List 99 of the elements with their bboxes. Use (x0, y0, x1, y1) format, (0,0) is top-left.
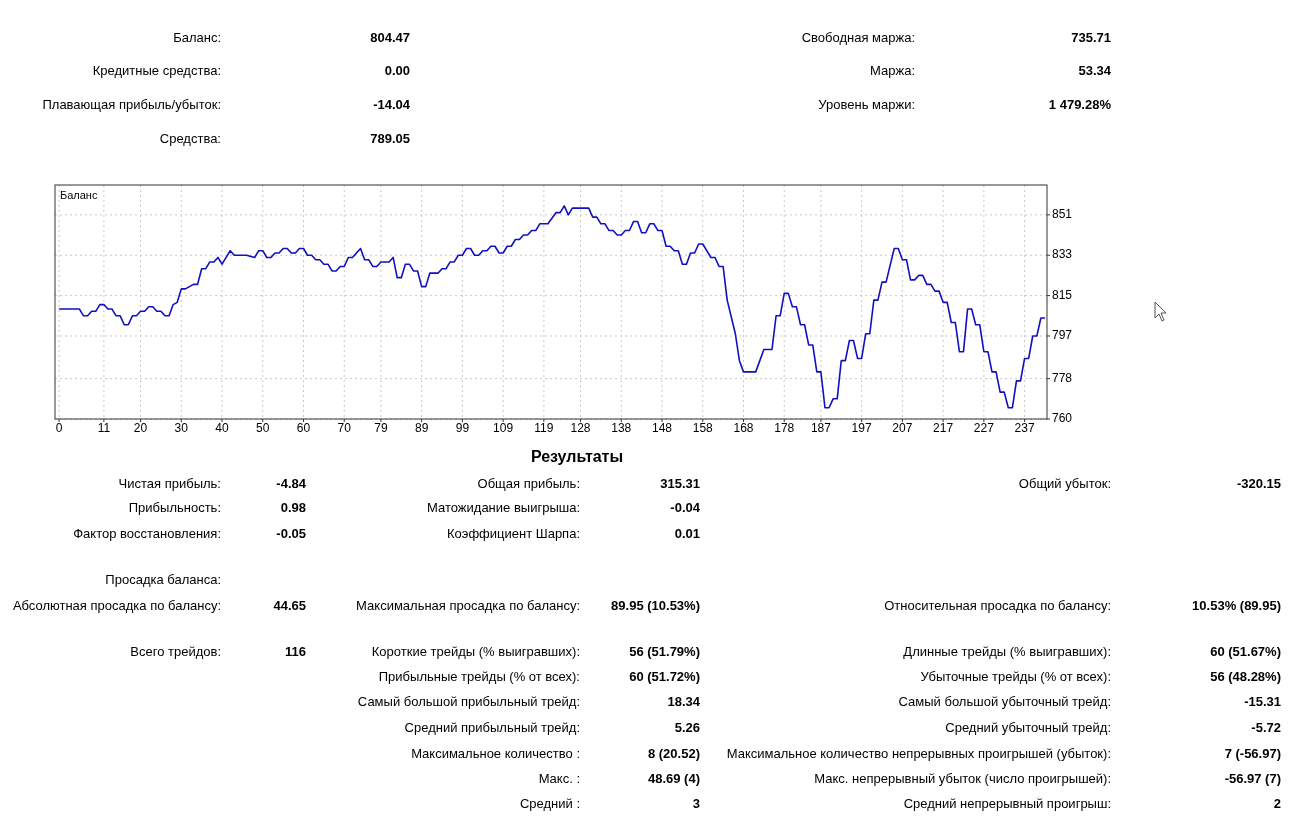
text: -5.72 (1251, 720, 1281, 736)
text: Плавающая прибыль/убыток: (42, 97, 221, 113)
x-tick-label: 237 (1014, 421, 1035, 436)
x-tick-label: 89 (414, 421, 429, 436)
text: Абсолютная просадка по балансу: (12, 598, 221, 614)
x-tick-label: 217 (933, 421, 954, 436)
text: Самый большой прибыльный трейд: (357, 694, 580, 710)
text: 53.34 (1078, 63, 1112, 79)
x-tick-label: 60 (296, 421, 311, 436)
text: 315.31 (660, 476, 700, 492)
x-tick-label: 40 (215, 421, 230, 436)
text: -0.04 (670, 500, 701, 516)
text: Чистая прибыль: (118, 476, 221, 492)
x-tick-label: 20 (133, 421, 148, 436)
x-tick-label: 79 (374, 421, 388, 436)
text: Просадка баланса: (105, 572, 221, 588)
y-tick-label: 833 (1052, 247, 1073, 262)
text: Длинные трейды (% выигравших): (903, 644, 1111, 660)
x-tick-label: 30 (174, 421, 189, 436)
text: -4.84 (276, 476, 307, 492)
text: Баланс: (173, 30, 221, 46)
text: 89.95 (10.53%) (611, 598, 700, 614)
x-tick-label: 197 (851, 421, 872, 436)
text: Средства: (159, 131, 221, 147)
text: Относительная просадка по балансу: (884, 598, 1111, 614)
y-tick-label: 815 (1052, 287, 1073, 302)
chart-title: Баланс (60, 188, 98, 201)
text: Общая прибыль: (477, 476, 580, 492)
y-tick-label: 760 (1052, 411, 1073, 426)
text: -14.04 (373, 97, 411, 113)
text: Прибыльные трейды (% от всех): (378, 669, 580, 685)
x-tick-label: 50 (256, 421, 270, 436)
text: Общий убыток: (1018, 476, 1111, 492)
text: 1 479.28% (1048, 97, 1112, 113)
text: Свободная маржа: (801, 30, 915, 46)
text: Максимальное количество непрерывных проигрышей (убыток): (726, 746, 1111, 762)
text: Максимальное количество : (411, 746, 580, 762)
text: 2 (1273, 796, 1281, 812)
text: Короткие трейды (% выигравших): (371, 644, 580, 660)
text: 7 (-56.97) (1224, 746, 1281, 762)
text: 56 (48.28%) (1210, 669, 1281, 685)
text: Макс. непрерывный убыток (число проигрышей): (814, 771, 1111, 787)
y-tick-label: 797 (1052, 328, 1073, 343)
x-tick-label: 178 (774, 421, 795, 436)
x-tick-label: 168 (733, 421, 754, 436)
text: Фактор восстановления: (73, 526, 221, 542)
text: 60 (51.67%) (1210, 644, 1281, 660)
text: 5.26 (674, 720, 700, 736)
text: 8 (20.52) (647, 746, 700, 762)
text: 48.69 (4) (647, 771, 700, 787)
text: 804.47 (370, 30, 410, 46)
x-tick-label: 148 (652, 421, 673, 436)
x-tick-label: 119 (534, 421, 554, 436)
text: 0.98 (280, 500, 306, 516)
text: Всего трейдов: (130, 644, 221, 660)
text: 44.65 (273, 598, 306, 614)
text: 10.53% (89.95) (1192, 598, 1281, 614)
text: 0.01 (674, 526, 700, 542)
x-tick-label: 109 (493, 421, 514, 436)
text: -0.05 (276, 526, 306, 542)
text: Максимальная просадка по балансу: (356, 598, 580, 614)
text: Кредитные средства: (92, 63, 221, 79)
x-tick-label: 70 (337, 421, 352, 436)
text: Средний прибыльный трейд: (404, 720, 580, 736)
text: Макс. : (538, 771, 580, 787)
x-tick-label: 138 (611, 421, 632, 436)
x-tick-label: 99 (455, 421, 470, 436)
text: Убыточные трейды (% от всех): (920, 669, 1111, 685)
text: 60 (51.72%) (629, 669, 700, 685)
text: Маржа: (870, 63, 915, 79)
text: 116 (285, 644, 306, 660)
text: Прибыльность: (128, 500, 221, 516)
text: 56 (51.79%) (629, 644, 700, 660)
text: Результаты (530, 448, 624, 466)
text: -56.97 (7) (1224, 771, 1281, 787)
text: Уровень маржи: (818, 97, 915, 113)
x-tick-label: 11 (97, 421, 111, 436)
text: 789.05 (370, 131, 410, 147)
text: Матожидание выигрыша: (427, 500, 580, 516)
line-series (58, 205, 1046, 409)
x-tick-label: 0 (55, 421, 63, 436)
x-tick-label: 227 (973, 421, 995, 436)
x-tick-label: 187 (810, 421, 832, 436)
text: -15.31 (1244, 694, 1281, 710)
text: 18.34 (667, 694, 701, 710)
text: 3 (692, 796, 700, 812)
y-tick-label: 778 (1052, 370, 1073, 385)
text: Коэффициент Шарпа: (446, 526, 580, 542)
text: Средний непрерывный проигрыш: (903, 796, 1111, 812)
text: Средний убыточный трейд: (945, 720, 1111, 736)
x-tick-label: 207 (892, 421, 913, 436)
x-tick-label: 158 (692, 421, 714, 436)
y-tick-label: 851 (1052, 207, 1073, 222)
text: -320.15 (1236, 476, 1281, 492)
text: Средний : (519, 796, 580, 812)
x-tick-label: 128 (570, 421, 591, 436)
text: 0.00 (384, 63, 410, 79)
text: Самый большой убыточный трейд: (898, 694, 1111, 710)
text: 735.71 (1071, 30, 1111, 46)
